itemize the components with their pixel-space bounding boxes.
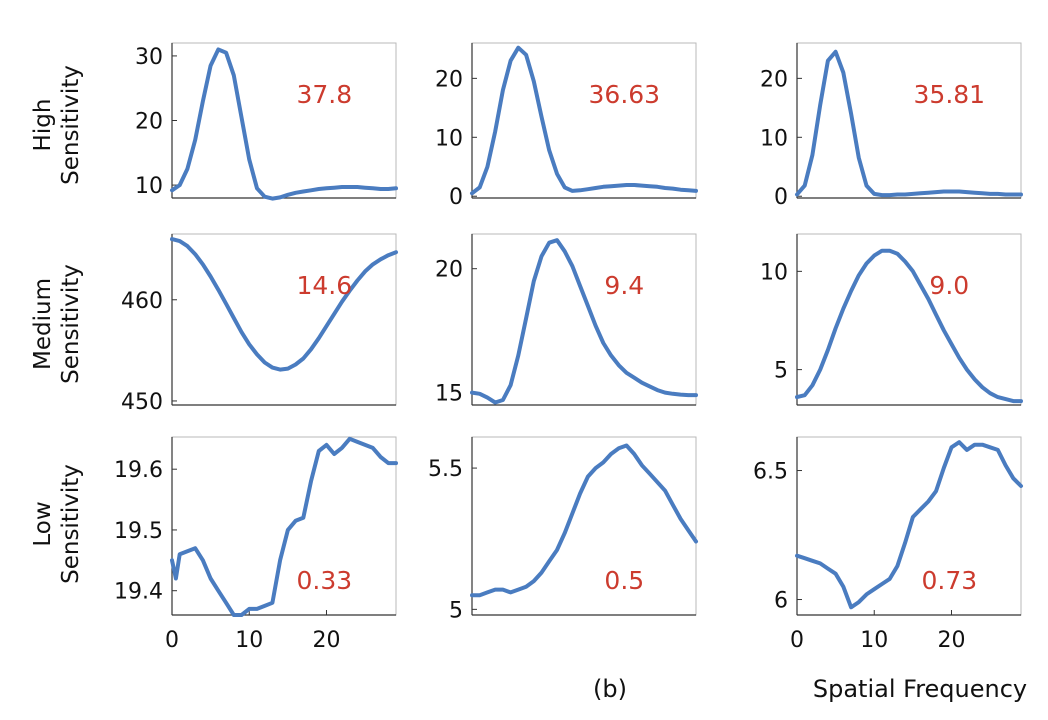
- panel-medium-3-series-line: [795, 248, 1023, 404]
- panel-high-3: 0 10 20 35.81: [760, 42, 1023, 210]
- panel-medium-1-series-line: [170, 237, 398, 372]
- panel-low-1-xtick-label: 20: [312, 628, 340, 653]
- panel-medium-3-value-label: 9.0: [929, 271, 969, 300]
- panel-high-3-frame: [796, 42, 1022, 199]
- panel-low-2-value-label: 0.5: [604, 566, 644, 595]
- panel-low-1-frame: [171, 436, 397, 616]
- x-axis-caption: Spatial Frequency: [813, 675, 1027, 703]
- panel-low-3-xtick-label: 0: [790, 628, 804, 653]
- panel-medium-2-series-line: [470, 238, 698, 405]
- panel-medium-2-ytick-label: 20: [435, 258, 463, 283]
- panel-high-2-ytick-label: 20: [435, 67, 463, 92]
- panel-low-3-xtick-label: 10: [860, 628, 888, 653]
- panel-high-2-ytick-label: 0: [449, 185, 463, 210]
- panel-high-1-ytick-label: 10: [135, 174, 163, 199]
- panel-medium-1-ytick-label: 460: [121, 289, 163, 314]
- panel-high-3-ytick-label: 20: [760, 67, 788, 92]
- panel-high-3-ytick-label: 10: [760, 126, 788, 151]
- panel-low-2: 5 5.5 0.5: [428, 436, 698, 623]
- panel-medium-3-frame: [796, 233, 1022, 406]
- row-label-high: High Sensitivity: [30, 65, 84, 185]
- row-label-low: Low Sensitivity: [30, 464, 84, 584]
- panel-high-2-ytick-label: 10: [435, 126, 463, 151]
- row-label-high-line2: Sensitivity: [58, 65, 84, 185]
- panel-low-2-frame: [471, 436, 697, 616]
- panel-medium-2-frame: [471, 233, 697, 406]
- row-label-high-line1: High: [30, 99, 56, 152]
- panels: 10 20 30 37.8 0 10 20 36.63 0 10 20 35.81 450 460 14.6…: [114, 42, 1023, 653]
- panel-medium-1-value-label: 14.6: [296, 271, 352, 300]
- panel-high-2: 0 10 20 36.63: [435, 42, 698, 210]
- panel-low-3-xtick-label: 20: [937, 628, 965, 653]
- panel-low-3-ytick-label: 6: [774, 589, 788, 614]
- panel-low-1-xtick-label: 10: [235, 628, 263, 653]
- panel-caption: (b): [593, 675, 627, 703]
- panel-medium-3: 5 10 9.0: [760, 233, 1023, 406]
- panel-low-2-ytick-label: 5.5: [428, 457, 463, 482]
- panel-high-1-series-line: [170, 47, 398, 201]
- row-label-low-line2: Sensitivity: [58, 464, 84, 584]
- panel-low-1-ytick-label: 19.6: [114, 458, 163, 483]
- panel-high-3-series-line: [795, 49, 1023, 198]
- panel-high-1-frame: [171, 42, 397, 199]
- panel-high-3-ytick-label: 0: [774, 185, 788, 210]
- panel-high-2-frame: [471, 42, 697, 199]
- panel-high-1-value-label: 37.8: [296, 80, 352, 109]
- panel-medium-2-ytick-label: 15: [435, 382, 463, 407]
- panel-medium-1-frame: [171, 233, 397, 406]
- panel-low-3-value-label: 0.73: [921, 566, 977, 595]
- panel-high-1: 10 20 30 37.8: [135, 42, 398, 201]
- row-label-low-line1: Low: [30, 501, 56, 546]
- panel-medium-3-ytick-label: 10: [760, 260, 788, 285]
- panel-low-3-series-line: [795, 440, 1023, 610]
- panel-low-2-ytick-label: 5: [449, 598, 463, 623]
- panel-low-2-series-line: [470, 443, 698, 598]
- panel-low-1-series-line: [170, 436, 398, 617]
- panel-high-1-ytick-label: 30: [135, 45, 163, 70]
- panel-high-2-series-line: [470, 45, 698, 196]
- panel-medium-3-ytick-label: 5: [774, 359, 788, 384]
- row-label-medium-line1: Medium: [30, 278, 56, 370]
- panel-low-1-ytick-label: 19.4: [114, 580, 163, 605]
- row-label-medium: Medium Sensitivity: [30, 264, 84, 384]
- panel-medium-2-value-label: 9.4: [604, 271, 644, 300]
- panel-medium-2: 15 20 9.4: [435, 233, 698, 407]
- panel-high-1-ytick-label: 20: [135, 110, 163, 135]
- panel-low-3: 6 6.5 0 10 20 0.73: [753, 436, 1023, 653]
- panel-high-3-value-label: 35.81: [914, 80, 986, 109]
- panel-high-2-value-label: 36.63: [589, 80, 661, 109]
- panel-low-1-xtick-label: 0: [165, 628, 179, 653]
- panel-low-1-ytick-label: 19.5: [114, 519, 163, 544]
- panel-low-1: 19.4 19.5 19.6 0 10 20 0.33: [114, 436, 398, 653]
- row-label-medium-line2: Sensitivity: [58, 264, 84, 384]
- row-labels: High Sensitivity Medium Sensitivity Low …: [30, 65, 84, 584]
- panel-low-1-value-label: 0.33: [296, 566, 352, 595]
- panel-medium-1: 450 460 14.6: [121, 233, 398, 415]
- panel-medium-1-ytick-label: 450: [121, 390, 163, 415]
- panel-low-3-ytick-label: 6.5: [753, 460, 788, 485]
